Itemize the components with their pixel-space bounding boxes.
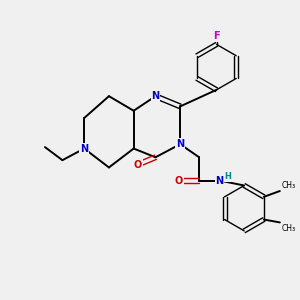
Text: N: N: [215, 176, 223, 185]
Text: CH₃: CH₃: [281, 224, 296, 233]
Text: N: N: [152, 91, 160, 101]
Text: N: N: [80, 143, 88, 154]
Text: O: O: [175, 176, 183, 185]
Text: N: N: [176, 139, 184, 149]
Text: O: O: [134, 160, 142, 170]
Text: H: H: [224, 172, 231, 181]
Text: CH₃: CH₃: [281, 181, 296, 190]
Text: F: F: [213, 31, 220, 41]
